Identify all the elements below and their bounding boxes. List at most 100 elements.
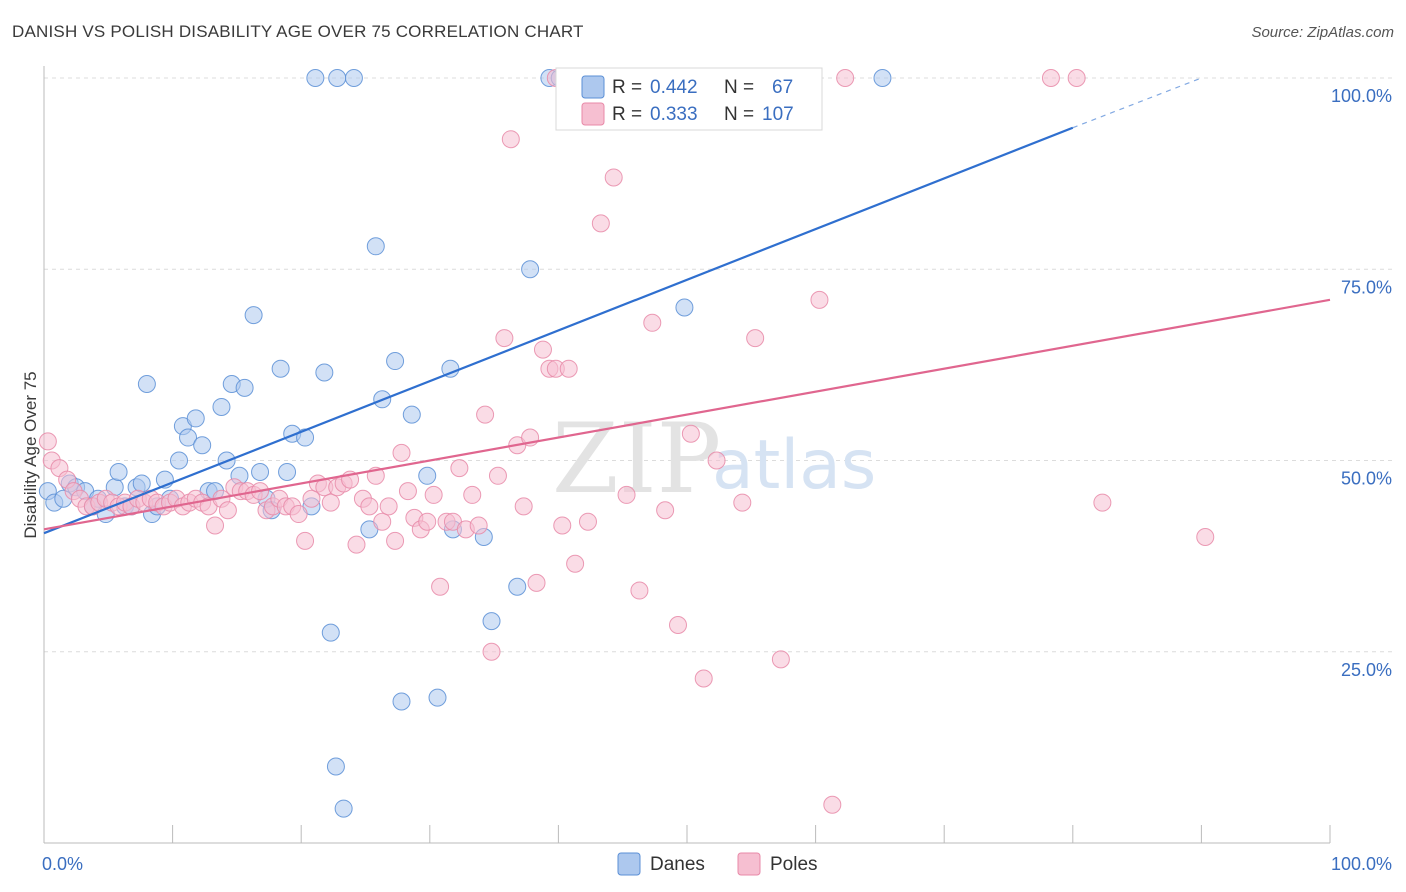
- poles-point: [38, 432, 57, 451]
- poles-point: [1067, 69, 1086, 87]
- danes-point: [278, 462, 297, 481]
- poles-point: [656, 501, 675, 520]
- poles-point: [1196, 528, 1215, 546]
- poles-point: [566, 554, 585, 573]
- danes-point: [344, 69, 363, 87]
- danes-point: [235, 378, 254, 397]
- legend-poles-swatch: [581, 102, 605, 126]
- poles-point: [553, 516, 572, 535]
- poles-point: [296, 531, 315, 550]
- poles-point: [386, 531, 405, 550]
- source-label: Source: ZipAtlas.com: [1251, 24, 1394, 41]
- y-tick-label: 50.0%: [1341, 469, 1392, 489]
- poles-point: [746, 329, 765, 348]
- danes-point: [137, 375, 156, 393]
- danes-point: [521, 260, 540, 279]
- poles-point: [1041, 69, 1060, 87]
- poles-point: [206, 516, 225, 535]
- poles-point: [360, 497, 379, 516]
- legend: R = 0.442 N = 67 R = 0.333 N = 107: [555, 67, 823, 131]
- legend-danes-swatch: [581, 75, 605, 99]
- chart-title: DANISH VS POLISH DISABILITY AGE OVER 75 …: [12, 22, 584, 41]
- poles-point: [469, 516, 488, 535]
- poles-point: [559, 359, 578, 378]
- poles-point: [681, 424, 700, 443]
- poles-point: [398, 482, 417, 501]
- danes-point: [296, 428, 315, 447]
- poles-point: [643, 313, 662, 332]
- poles-point: [836, 69, 855, 87]
- danes-point: [326, 757, 345, 776]
- bottom-legend-poles: Poles: [770, 854, 818, 875]
- poles-point: [482, 642, 501, 661]
- danes-point: [508, 577, 527, 596]
- danes-point: [428, 688, 447, 707]
- legend-poles-r-value: 0.333: [650, 104, 698, 125]
- poles-point: [302, 489, 321, 508]
- danes-point: [315, 363, 334, 382]
- danes-point: [418, 466, 437, 485]
- danes-point: [193, 436, 212, 455]
- danes-point: [334, 799, 353, 818]
- legend-poles-n-label: N =: [724, 104, 754, 125]
- tick-labels: 25.0% 50.0% 75.0% 100.0% 0.0% 100.0%: [42, 86, 1392, 874]
- bottom-legend-danes-swatch: [617, 852, 641, 876]
- danes-point: [179, 428, 198, 447]
- poles-point: [810, 290, 829, 309]
- danes-trend-extension: [1072, 77, 1202, 129]
- danes-point: [482, 612, 501, 631]
- y-tick-label: 100.0%: [1331, 86, 1392, 106]
- danes-point: [402, 405, 421, 424]
- bottom-legend-poles-swatch: [737, 852, 761, 876]
- poles-point: [668, 615, 687, 634]
- legend-danes-r-value: 0.442: [650, 77, 698, 98]
- danes-point: [306, 69, 325, 87]
- y-tick-label: 25.0%: [1341, 660, 1392, 680]
- danes-point: [109, 462, 128, 481]
- poles-point: [321, 493, 340, 512]
- poles-point: [694, 669, 713, 688]
- poles-point: [707, 451, 726, 470]
- danes-point: [212, 397, 231, 416]
- y-tick-label: 75.0%: [1341, 277, 1392, 297]
- danes-trend-line: [43, 126, 1074, 535]
- poles-point: [418, 512, 437, 531]
- poles-point: [733, 493, 752, 512]
- legend-poles-n-value: 107: [762, 104, 794, 125]
- poles-point: [514, 497, 533, 516]
- watermark-atlas: atlas: [712, 426, 876, 505]
- bottom-legend-danes: Danes: [650, 854, 705, 875]
- x-tick-label: 100.0%: [1331, 854, 1392, 874]
- poles-point: [424, 485, 443, 504]
- danes-point: [170, 451, 189, 470]
- danes-points: [38, 69, 892, 818]
- danes-point: [675, 298, 694, 317]
- poles-point: [578, 512, 597, 531]
- poles-point: [501, 130, 520, 149]
- danes-point: [321, 623, 340, 642]
- legend-danes-r-label: R =: [612, 77, 642, 98]
- poles-point: [591, 214, 610, 233]
- legend-danes-n-value: 67: [772, 77, 793, 98]
- danes-point: [873, 69, 892, 87]
- danes-point: [251, 462, 270, 481]
- poles-point: [289, 505, 308, 524]
- poles-point: [373, 512, 392, 531]
- x-tick-label: 0.0%: [42, 854, 83, 874]
- danes-point: [328, 69, 347, 87]
- grid-lines: [44, 77, 1392, 653]
- poles-point: [347, 535, 366, 554]
- trend-lines: [43, 77, 1331, 535]
- poles-point: [617, 485, 636, 504]
- danes-point: [392, 692, 411, 711]
- poles-point: [392, 443, 411, 462]
- danes-point: [386, 352, 405, 371]
- poles-point: [771, 650, 790, 669]
- poles-point: [533, 340, 552, 359]
- poles-point: [630, 581, 649, 600]
- legend-poles-r-label: R =: [612, 104, 642, 125]
- danes-point: [186, 409, 205, 428]
- watermark-zip: ZIP: [552, 403, 721, 515]
- poles-trend-line: [43, 298, 1331, 531]
